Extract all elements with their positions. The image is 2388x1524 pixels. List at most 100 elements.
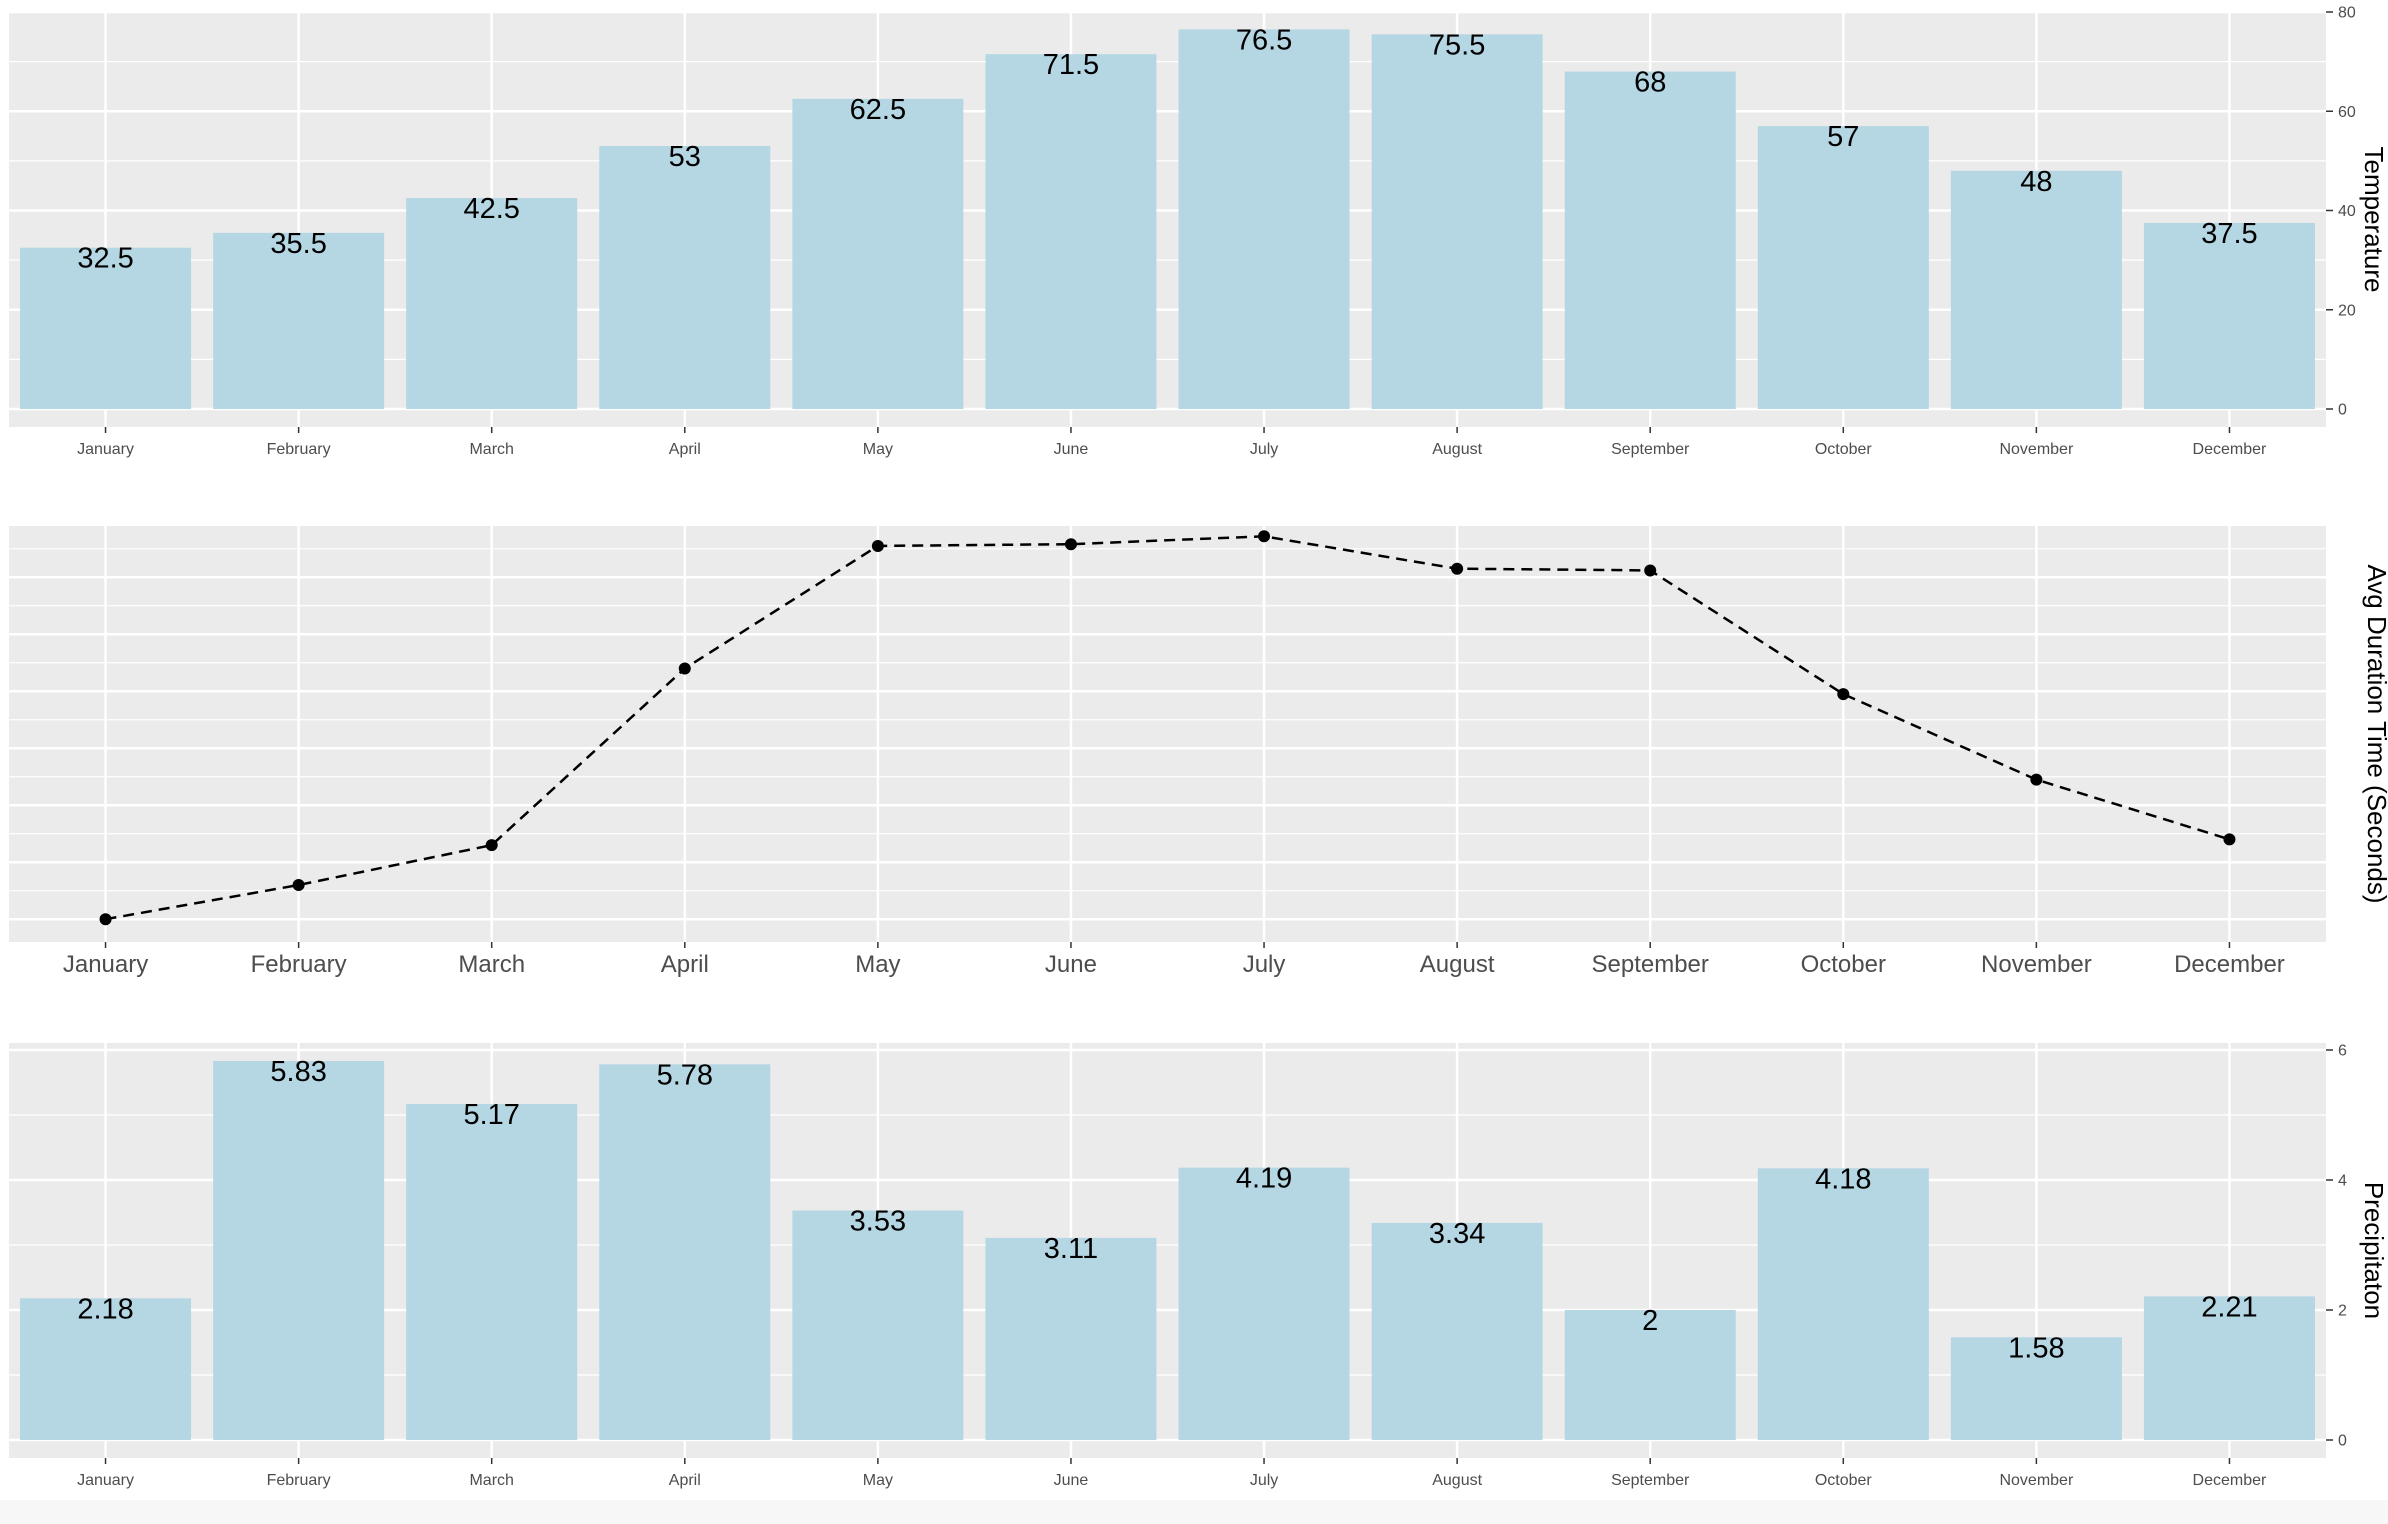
point-september bbox=[1644, 564, 1657, 577]
y-tick-label: 20 bbox=[2338, 302, 2356, 319]
x-tick-label: January bbox=[77, 1472, 134, 1489]
x-tick-label: August bbox=[1432, 441, 1482, 458]
point-august bbox=[1451, 562, 1464, 575]
x-tick-label: April bbox=[669, 1472, 701, 1489]
x-tick-label: May bbox=[863, 1472, 893, 1489]
data-label: 75.5 bbox=[1429, 29, 1485, 61]
series-line bbox=[105, 535, 2230, 921]
x-tick-label: September bbox=[1611, 441, 1690, 458]
data-label: 76.5 bbox=[1236, 24, 1292, 56]
y-axis-title: Avg Duration Time (Seconds) bbox=[2362, 564, 2388, 903]
bar-january bbox=[20, 1298, 192, 1440]
y-tick-label: 60 bbox=[2338, 104, 2356, 121]
y-tick-label: 0 bbox=[2338, 402, 2347, 419]
data-label: 32.5 bbox=[77, 243, 133, 275]
x-tick-label: December bbox=[2174, 951, 2285, 978]
x-tick-label: November bbox=[1999, 441, 2073, 458]
panel-background bbox=[9, 526, 2326, 942]
data-label: 2.18 bbox=[77, 1293, 133, 1325]
panel-background bbox=[9, 1043, 2326, 1458]
bar-may bbox=[792, 98, 964, 409]
point-march bbox=[485, 839, 498, 852]
bar-june bbox=[985, 1237, 1157, 1440]
bar-february bbox=[213, 1061, 385, 1440]
chart-duration: January February March April May June July Augu… bbox=[9, 526, 2388, 978]
y-axis-title: Precipitaton bbox=[2359, 1182, 2388, 1319]
y-tick-label: 40 bbox=[2338, 203, 2356, 220]
bar-november bbox=[1950, 170, 2122, 409]
point-april bbox=[678, 662, 691, 675]
bar-october bbox=[1757, 1168, 1929, 1440]
y-tick-label: 0 bbox=[2338, 1433, 2347, 1450]
bar-november bbox=[1950, 1337, 2122, 1440]
bar-july bbox=[1178, 29, 1350, 410]
x-tick-label: September bbox=[1611, 1472, 1690, 1489]
data-label: 3.34 bbox=[1429, 1218, 1485, 1250]
x-tick-label: June bbox=[1045, 951, 1097, 978]
bar-september bbox=[1564, 71, 1736, 410]
x-tick-label: October bbox=[1815, 1472, 1873, 1489]
panel-background bbox=[9, 12, 2326, 427]
data-label: 57 bbox=[1827, 121, 1859, 153]
x-tick-label: January bbox=[77, 441, 134, 458]
x-tick-label: September bbox=[1592, 951, 1709, 978]
x-tick-label: July bbox=[1250, 1472, 1278, 1489]
x-tick-label: March bbox=[469, 441, 513, 458]
x-tick-label: November bbox=[1999, 1472, 2073, 1489]
bar-june bbox=[985, 54, 1157, 410]
x-tick-label: June bbox=[1054, 1472, 1089, 1489]
data-label: 2 bbox=[1642, 1305, 1658, 1337]
data-label: 35.5 bbox=[270, 228, 326, 260]
x-tick-label: October bbox=[1801, 951, 1886, 978]
x-tick-label: July bbox=[1250, 441, 1278, 458]
x-tick-label: June bbox=[1054, 441, 1089, 458]
data-label: 5.78 bbox=[657, 1059, 713, 1091]
y-axis-title: Temperature bbox=[2359, 147, 2388, 293]
point-october bbox=[1837, 688, 1850, 701]
data-label: 4.18 bbox=[1815, 1163, 1871, 1195]
data-label: 2.21 bbox=[2201, 1291, 2257, 1323]
bar-september bbox=[1564, 1310, 1736, 1440]
bar-december bbox=[2143, 222, 2315, 409]
data-label: 53 bbox=[669, 141, 701, 173]
data-label: 62.5 bbox=[850, 94, 906, 126]
data-label: 48 bbox=[2020, 166, 2052, 198]
bar-march bbox=[406, 198, 578, 409]
bar-april bbox=[599, 1064, 771, 1440]
bar-october bbox=[1757, 126, 1929, 409]
data-label: 42.5 bbox=[463, 193, 519, 225]
x-tick-label: May bbox=[863, 441, 893, 458]
x-tick-label: March bbox=[458, 951, 525, 978]
point-december bbox=[2223, 833, 2236, 846]
point-january bbox=[99, 913, 112, 926]
bar-march bbox=[406, 1103, 578, 1440]
point-may bbox=[871, 539, 884, 552]
x-tick-label: November bbox=[1981, 951, 2092, 978]
data-label: 3.53 bbox=[850, 1206, 906, 1238]
bar-february bbox=[213, 232, 385, 409]
bottom-band bbox=[0, 1500, 2388, 1524]
y-tick-label: 80 bbox=[2338, 5, 2356, 22]
data-label: 71.5 bbox=[1043, 49, 1099, 81]
bar-august bbox=[1371, 34, 1543, 410]
x-tick-label: December bbox=[2193, 1472, 2267, 1489]
point-november bbox=[2030, 773, 2043, 786]
x-tick-label: March bbox=[469, 1472, 513, 1489]
x-tick-label: July bbox=[1243, 951, 1286, 978]
x-tick-label: August bbox=[1432, 1472, 1482, 1489]
y-tick-label: 2 bbox=[2338, 1303, 2347, 1320]
data-label: 37.5 bbox=[2201, 218, 2257, 250]
x-tick-label: April bbox=[661, 951, 709, 978]
x-tick-label: April bbox=[669, 441, 701, 458]
x-tick-label: October bbox=[1815, 441, 1873, 458]
x-tick-label: January bbox=[63, 951, 148, 978]
chart-precipitation: 2.18 5.83 5.17 5.78 3.53 3.11 4.19 3.34 2 4.18 1.5… bbox=[9, 1043, 2388, 1489]
bar-december bbox=[2143, 1296, 2315, 1440]
bar-july bbox=[1178, 1167, 1350, 1440]
x-tick-label: August bbox=[1420, 951, 1495, 978]
bar-may bbox=[792, 1210, 964, 1440]
data-label: 5.17 bbox=[463, 1099, 519, 1131]
data-label: 4.19 bbox=[1236, 1163, 1292, 1195]
data-label: 5.83 bbox=[270, 1056, 326, 1088]
